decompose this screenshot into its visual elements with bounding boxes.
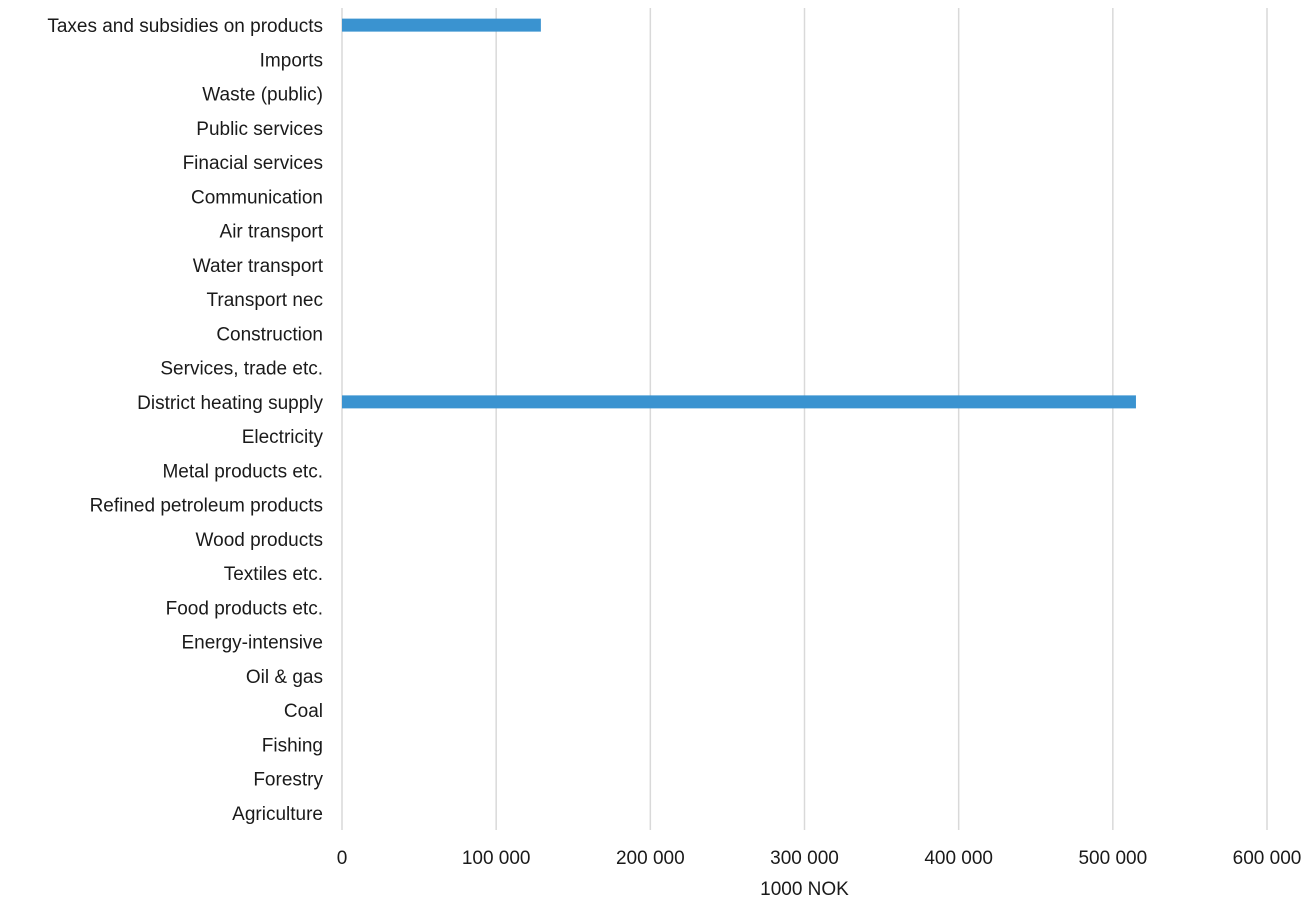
- category-label: District heating supply: [137, 393, 323, 414]
- x-tick-labels: 0 100 000 200 000 300 000 400 000 500 000 600 …: [337, 848, 1302, 869]
- category-label: Taxes and subsidies on products: [47, 16, 323, 37]
- x-tick-label: 400 000: [924, 848, 993, 869]
- category-label: Public services: [196, 119, 323, 140]
- bar: [342, 395, 1136, 409]
- category-label: Construction: [216, 324, 323, 345]
- category-label: Transport nec: [206, 290, 323, 311]
- gridlines: [341, 8, 1268, 830]
- bar: [342, 18, 541, 32]
- x-tick-label: 200 000: [616, 848, 685, 869]
- bars: [342, 18, 1136, 409]
- x-tick-label: 500 000: [1078, 848, 1147, 869]
- category-label: Coal: [284, 701, 323, 722]
- category-label: Finacial services: [183, 153, 323, 174]
- category-label: Services, trade etc.: [160, 359, 323, 380]
- x-axis-title: 1000 NOK: [760, 879, 849, 897]
- category-label: Communication: [191, 187, 323, 208]
- category-label: Electricity: [242, 427, 324, 448]
- category-label: Refined petroleum products: [90, 496, 323, 517]
- category-label: Waste (public): [202, 85, 323, 106]
- x-tick-label: 600 000: [1233, 848, 1302, 869]
- x-tick-label: 100 000: [462, 848, 531, 869]
- category-label: Wood products: [196, 530, 323, 551]
- category-label: Agriculture: [232, 804, 323, 825]
- category-label: Air transport: [220, 222, 324, 243]
- category-label: Fishing: [262, 735, 323, 756]
- category-label: Water transport: [193, 256, 324, 277]
- category-labels: Taxes and subsidies on products Imports Wa…: [47, 16, 323, 825]
- category-label: Oil & gas: [246, 667, 323, 688]
- category-label: Forestry: [253, 770, 323, 791]
- x-tick-label: 300 000: [770, 848, 839, 869]
- category-label: Food products etc.: [166, 598, 323, 619]
- category-label: Metal products etc.: [162, 461, 323, 482]
- category-label: Imports: [260, 50, 323, 71]
- x-tick-label: 0: [337, 848, 348, 869]
- category-label: Energy-intensive: [181, 633, 323, 654]
- category-label: Textiles etc.: [224, 564, 323, 585]
